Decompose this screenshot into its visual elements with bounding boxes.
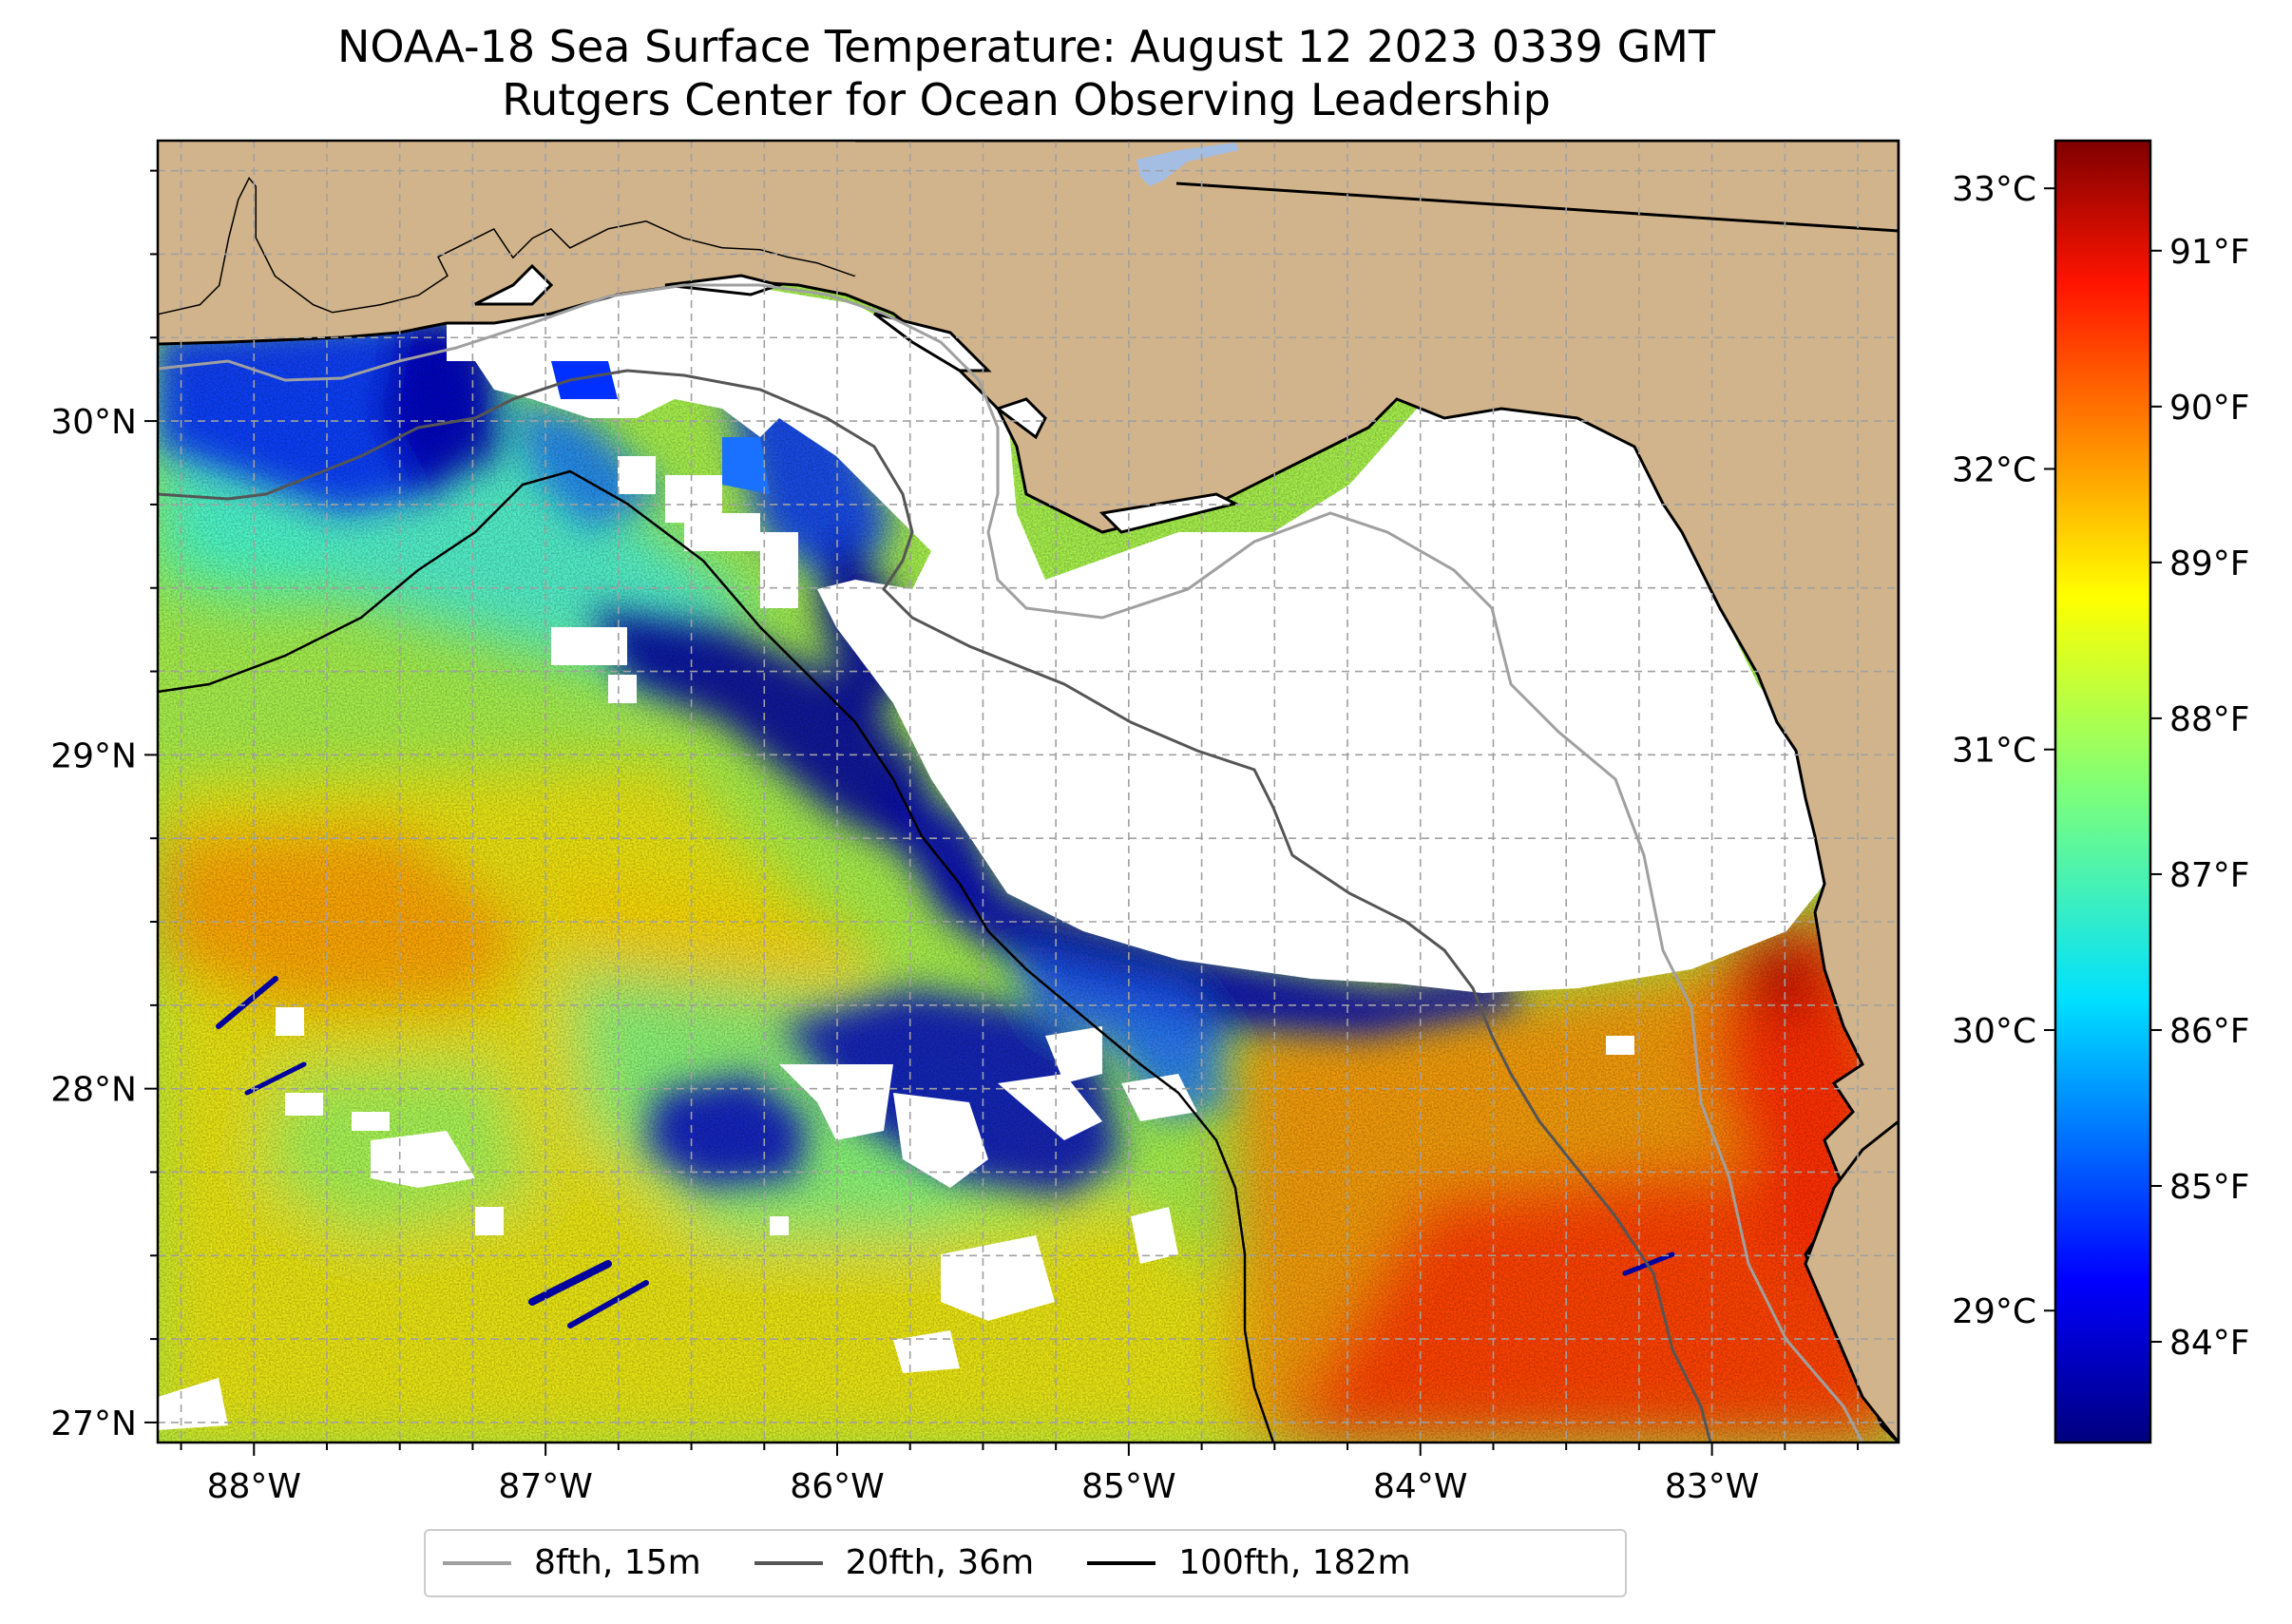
lon-tick-label: 85°W bbox=[1081, 1467, 1175, 1506]
legend-item-8fth: 8fth, 15m bbox=[443, 1544, 701, 1582]
fahrenheit-tick-label: 85°F bbox=[2169, 1168, 2250, 1207]
state-border bbox=[1175, 182, 1899, 233]
celsius-tick-label: 32°C bbox=[1952, 450, 2036, 489]
map-frame bbox=[156, 139, 1900, 1444]
fahrenheit-tick-label: 87°F bbox=[2169, 856, 2250, 895]
legend: 8fth, 15m 20fth, 36m 100fth, 182m bbox=[424, 1529, 1627, 1597]
fahrenheit-tick-label: 84°F bbox=[2169, 1324, 2250, 1363]
fahrenheit-tick-label: 89°F bbox=[2169, 545, 2250, 583]
lat-tick-label: 29°N bbox=[50, 736, 137, 775]
legend-label: 100fth, 182m bbox=[1178, 1543, 1411, 1582]
legend-item-20fth: 20fth, 36m bbox=[754, 1543, 1035, 1582]
celsius-tick-label: 29°C bbox=[1952, 1292, 2036, 1331]
gridlines bbox=[158, 141, 1899, 1442]
legend-swatch bbox=[1087, 1561, 1156, 1565]
lon-tick-label: 86°W bbox=[790, 1467, 884, 1506]
celsius-tick-label: 33°C bbox=[1952, 170, 2036, 209]
isobath-20fth bbox=[158, 369, 1712, 1442]
legend-label: 8fth, 15m bbox=[534, 1543, 701, 1582]
legend-swatch bbox=[443, 1561, 511, 1565]
colorbar-fahrenheit-axis: 84°F 85°F 86°F 87°F 88°F 89°F 90°F 91°F bbox=[2150, 233, 2250, 1363]
colorbar-frame bbox=[2053, 139, 2152, 1444]
fahrenheit-tick-label: 86°F bbox=[2169, 1012, 2250, 1051]
isobath-8fth bbox=[158, 283, 1864, 1442]
map-panel bbox=[158, 141, 1899, 1442]
fahrenheit-tick-label: 90°F bbox=[2169, 389, 2250, 428]
lon-tick-label: 87°W bbox=[498, 1467, 592, 1506]
legend-swatch bbox=[754, 1561, 823, 1565]
fahrenheit-tick-label: 91°F bbox=[2169, 233, 2250, 272]
lake bbox=[1136, 143, 1239, 186]
chart-title: NOAA-18 Sea Surface Temperature: August … bbox=[336, 21, 1715, 72]
chart-subtitle: Rutgers Center for Ocean Observing Leade… bbox=[502, 74, 1551, 125]
no-data-regions bbox=[158, 217, 1834, 1430]
longitude-axis: 88°W 87°W 86°W 85°W 84°W 83°W bbox=[180, 1442, 1860, 1506]
colorbar-gradient bbox=[2055, 141, 2150, 1442]
isobath-100fth bbox=[158, 469, 1275, 1442]
isobaths bbox=[158, 283, 1864, 1442]
colorbar: 29°C 30°C 31°C 32°C 33°C 84°F 85°F 86°F 87°F 88°… bbox=[1952, 139, 2250, 1444]
lon-tick-label: 83°W bbox=[1665, 1467, 1759, 1506]
legend-item-100fth: 100fth, 182m bbox=[1087, 1543, 1411, 1582]
latitude-axis: 27°N 28°N 29°N 30°N bbox=[50, 169, 158, 1443]
lat-tick-label: 27°N bbox=[50, 1404, 137, 1443]
lon-tick-label: 84°W bbox=[1373, 1467, 1467, 1506]
lat-tick-label: 30°N bbox=[50, 403, 137, 442]
fahrenheit-tick-label: 88°F bbox=[2169, 700, 2250, 739]
celsius-tick-label: 31°C bbox=[1952, 732, 2036, 771]
legend-label: 20fth, 36m bbox=[845, 1543, 1035, 1582]
lat-tick-label: 28°N bbox=[50, 1071, 137, 1110]
colorbar-celsius-axis: 29°C 30°C 31°C 32°C 33°C bbox=[1952, 170, 2055, 1331]
celsius-tick-label: 30°C bbox=[1952, 1012, 2036, 1051]
lon-tick-label: 88°W bbox=[207, 1467, 301, 1506]
